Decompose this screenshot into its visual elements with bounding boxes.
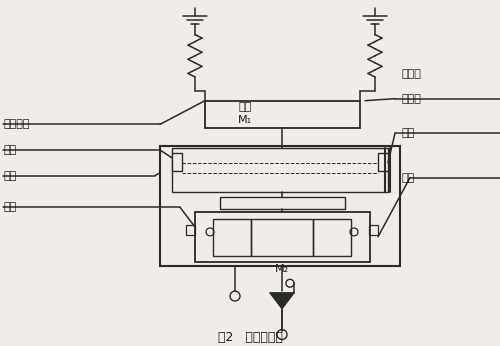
Bar xyxy=(195,212,370,262)
Text: 衔铁: 衔铁 xyxy=(3,145,16,155)
Text: M₂: M₂ xyxy=(275,264,289,274)
Bar xyxy=(251,219,313,256)
Bar xyxy=(220,197,345,209)
Text: 气隙: 气隙 xyxy=(402,128,415,138)
Text: 板弹簧组: 板弹簧组 xyxy=(3,119,30,129)
Bar xyxy=(313,219,351,256)
Bar xyxy=(378,153,388,171)
Bar xyxy=(172,153,182,171)
Polygon shape xyxy=(270,293,294,309)
Text: 联接叉: 联接叉 xyxy=(402,94,422,104)
Bar xyxy=(205,101,360,128)
Text: 减振器: 减振器 xyxy=(402,69,422,79)
Text: 线圈: 线圈 xyxy=(402,173,415,183)
Text: 图2   工作原理图: 图2 工作原理图 xyxy=(218,331,282,344)
Bar xyxy=(213,219,251,256)
Bar xyxy=(172,148,388,192)
Bar xyxy=(369,225,378,235)
Text: M₁: M₁ xyxy=(238,116,252,125)
Text: 壳体: 壳体 xyxy=(3,171,16,181)
Bar xyxy=(186,225,195,235)
Text: 铁芯: 铁芯 xyxy=(3,202,16,212)
Bar xyxy=(160,146,400,266)
Text: 槽体: 槽体 xyxy=(238,102,252,112)
